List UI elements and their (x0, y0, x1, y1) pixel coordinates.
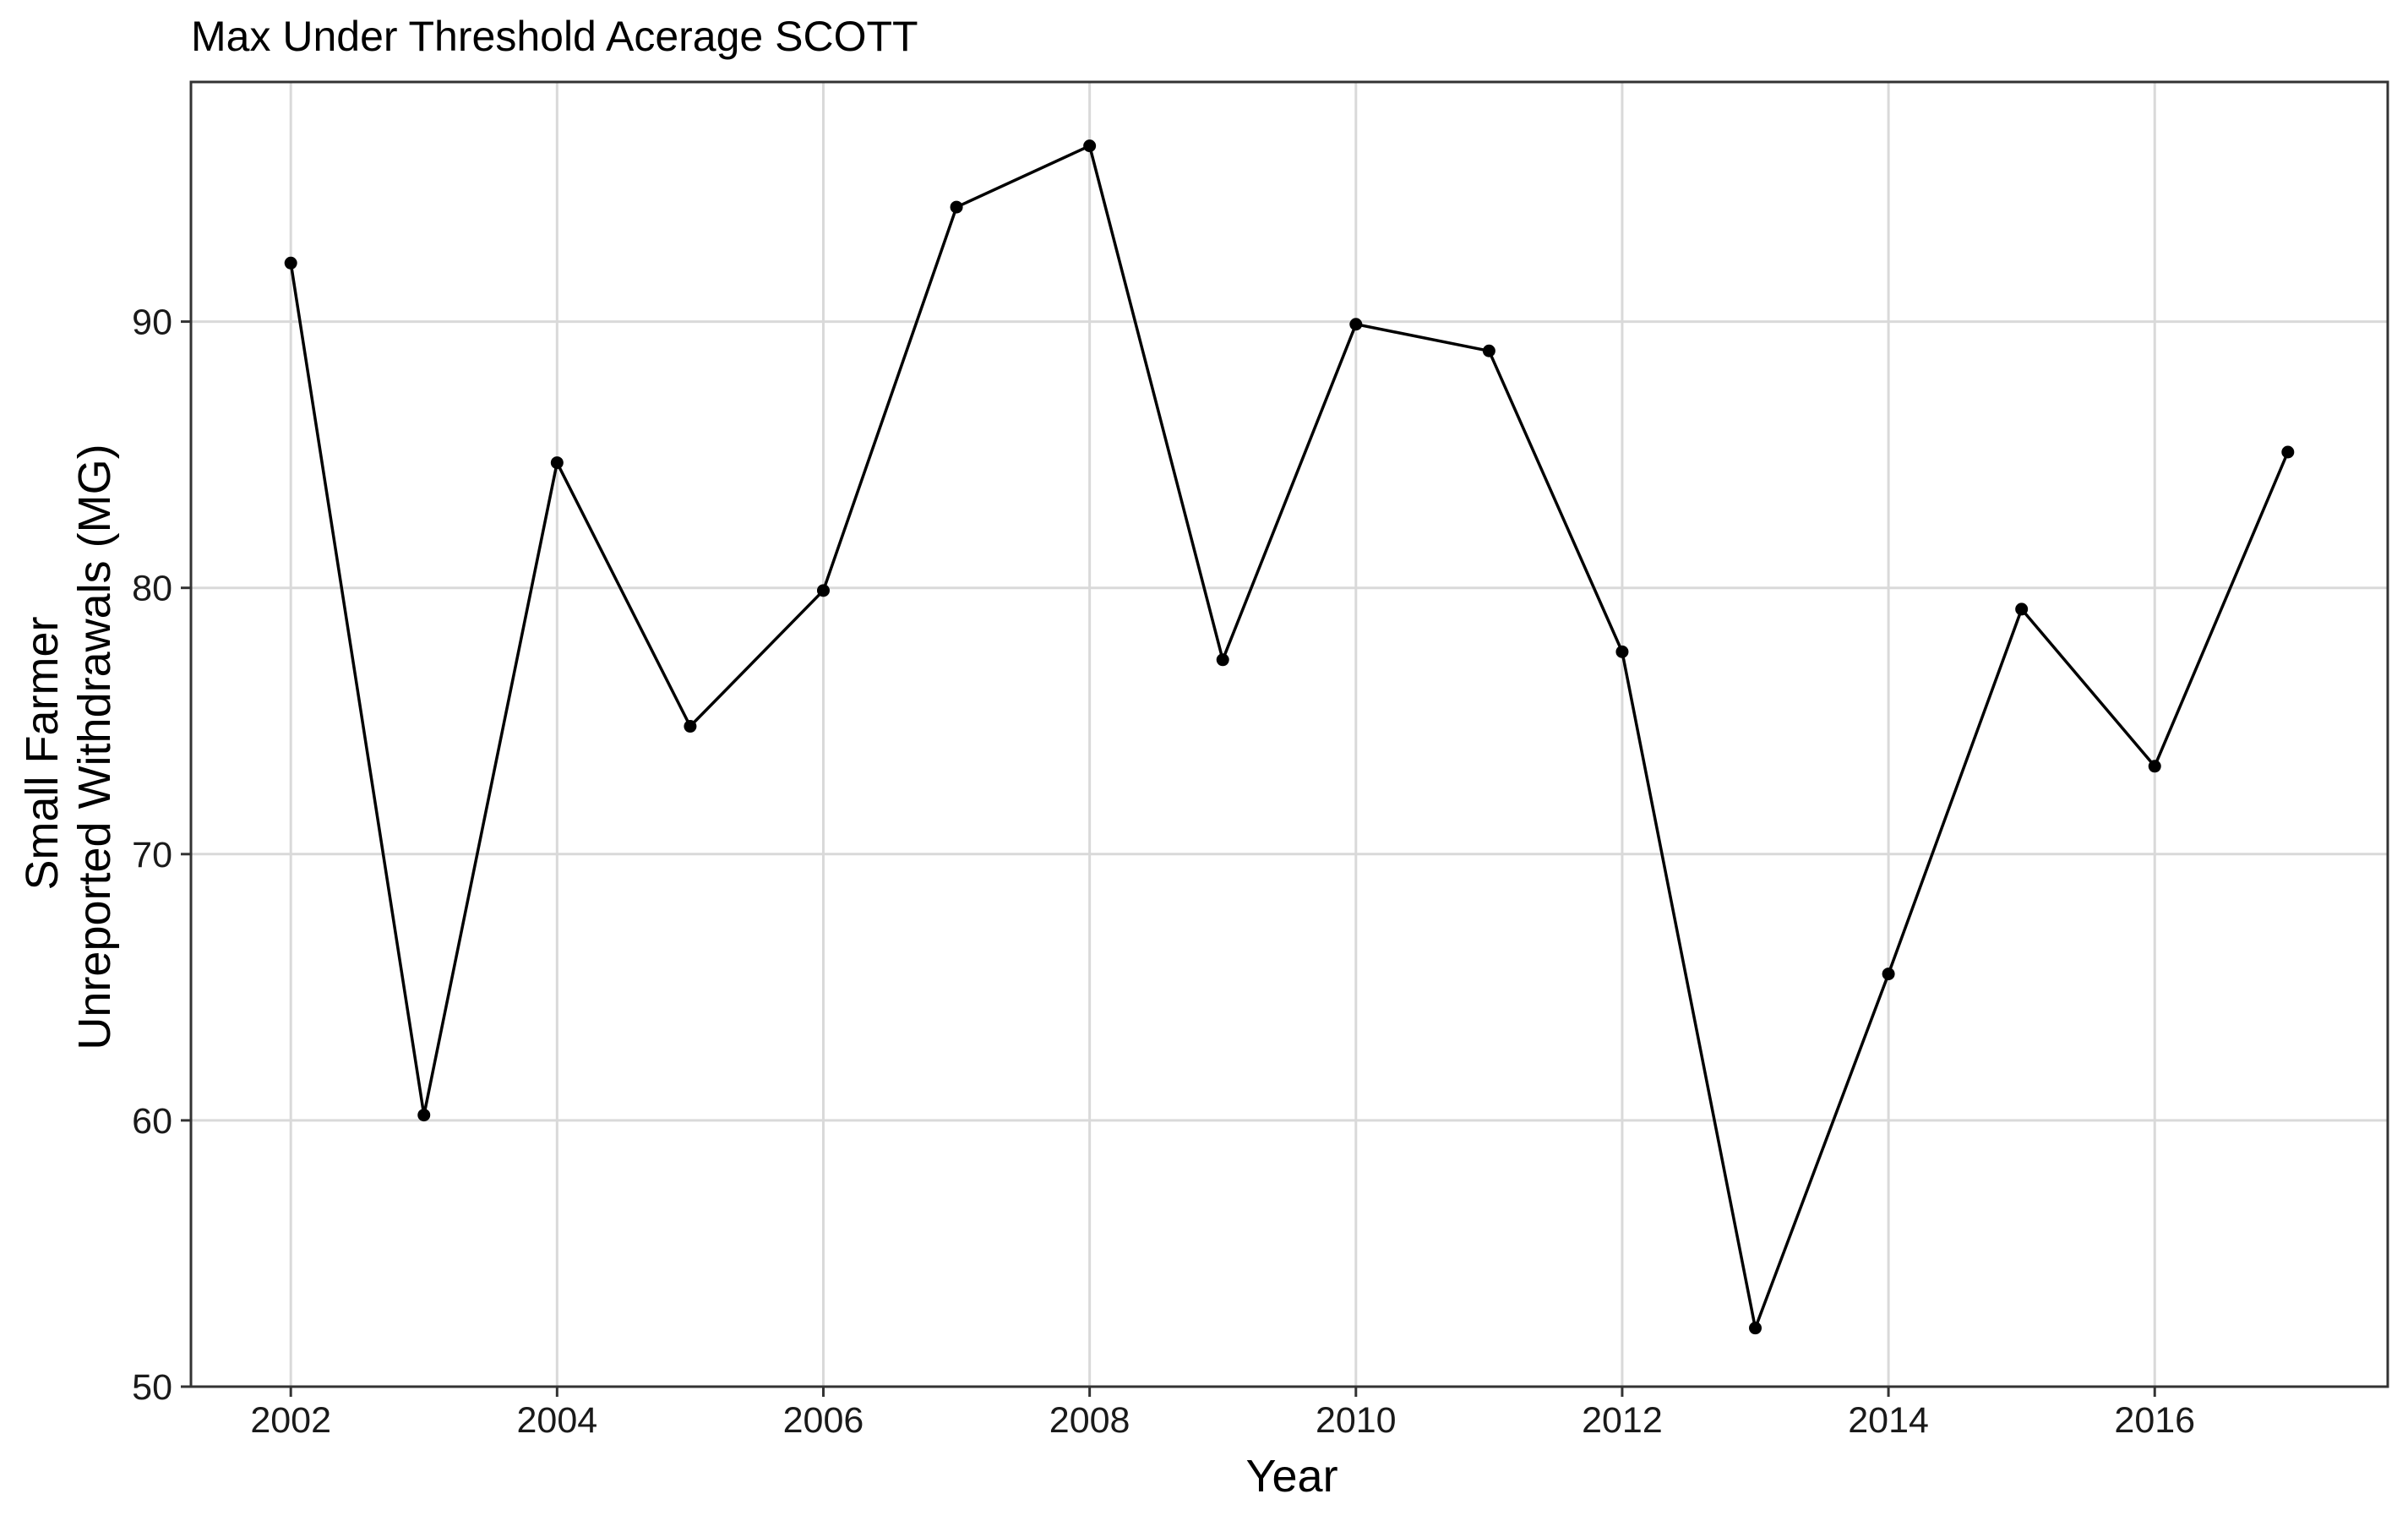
series-line (289, 144, 2290, 1330)
data-point (950, 200, 963, 214)
y-tick-label: 80 (132, 569, 172, 609)
data-point (1083, 139, 1097, 153)
y-axis-label-line-1: Small Farmer (17, 616, 68, 890)
data-point (816, 584, 830, 597)
data-point (550, 456, 564, 470)
x-tick-label: 2016 (2114, 1400, 2195, 1441)
x-tick-label: 2008 (1049, 1400, 1130, 1441)
y-tick-label: 90 (132, 303, 172, 343)
data-point (1349, 318, 1363, 331)
y-tick-label: 60 (132, 1101, 172, 1142)
x-axis-label: Year (1245, 1451, 1337, 1502)
series-layer (284, 139, 2295, 1335)
data-point (2281, 445, 2295, 459)
data-point (1615, 645, 1629, 658)
axis-ticks: 2002 2004 2006 2008 2010 2012 2014 2016 50 60 70 80… (132, 303, 2195, 1441)
data-point (1882, 968, 1895, 981)
data-point (684, 720, 697, 733)
x-tick-label: 2010 (1316, 1400, 1397, 1441)
x-tick-label: 2002 (250, 1400, 331, 1441)
data-point (284, 256, 297, 270)
x-tick-label: 2014 (1848, 1400, 1929, 1441)
gridlines (191, 82, 2388, 1388)
x-tick-label: 2004 (516, 1400, 597, 1441)
y-tick-label: 50 (132, 1367, 172, 1408)
y-axis-label: Small Farmer Unreported Withdrawals (MG) (17, 444, 120, 1049)
x-tick-label: 2012 (1582, 1400, 1663, 1441)
data-point (1482, 344, 1495, 357)
data-point (2148, 760, 2161, 773)
y-tick-label: 70 (132, 835, 172, 875)
y-axis-label-line-2: Unreported Withdrawals (MG) (69, 444, 120, 1049)
data-point (1749, 1322, 1762, 1335)
data-point (417, 1109, 431, 1122)
data-point (1216, 653, 1229, 667)
plot-frame (189, 80, 2389, 1388)
chart-title: Max Under Threshold Acerage SCOTT (191, 13, 918, 60)
x-tick-label: 2006 (783, 1400, 864, 1441)
data-point (2015, 602, 2029, 616)
